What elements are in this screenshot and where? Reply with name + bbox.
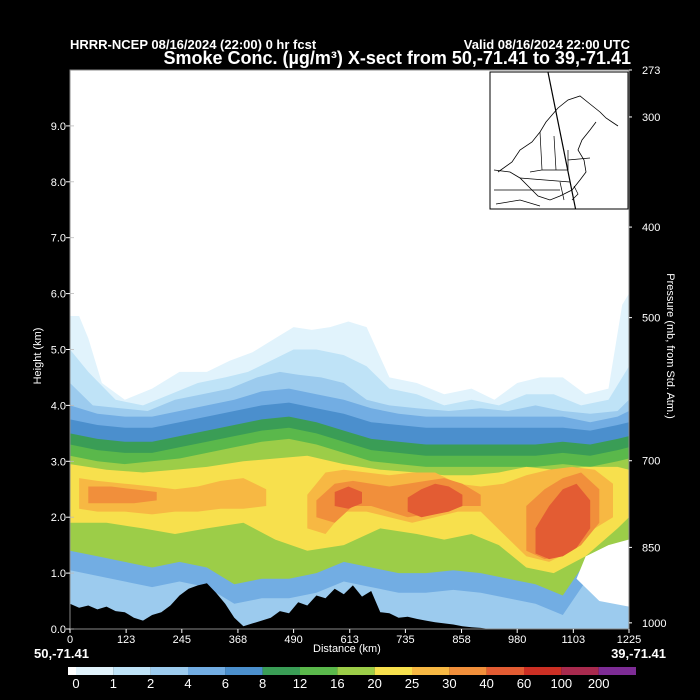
colorbar-swatch [262,667,300,675]
colorbar-level-label: 40 [479,676,493,691]
x-tick-label: 1103 [562,634,586,646]
colorbar-level-label: 12 [293,676,307,691]
y-axis: 0.0 1.0 2.0 3.0 4.0 5.0 6.0 7.0 8.0 9.0 [51,121,74,636]
clean-air-patch [576,539,629,607]
colorbar-level-label: 1 [110,676,117,691]
inset-map [489,71,629,210]
colorbar-swatch [188,667,226,675]
model-run-label: HRRR-NCEP 08/16/2024 (22:00) 0 hr fcst [70,37,317,52]
y-tick-label: 1.0 [51,568,66,580]
pressure-tick-label: 400 [642,222,660,234]
colorbar-swatch [68,667,76,675]
colorbar-level-label: 16 [330,676,344,691]
coastline-path [495,185,579,207]
x-tick-label: 980 [508,634,526,646]
colorbar-swatch [412,667,450,675]
y-tick-label: 0.0 [51,624,66,636]
pressure-tick-label: 300 [642,112,660,124]
y-tick-label: 9.0 [51,121,66,133]
colorbar-swatch [76,667,114,675]
y-tick-label: 4.0 [51,400,66,412]
colorbar-level-label: 0 [72,676,79,691]
x-tick-label: 368 [229,634,247,646]
section-line [547,71,577,210]
terrain [70,583,629,629]
x-tick-label: 245 [173,634,191,646]
smoke-layers [70,293,629,629]
pressure-tick-label: 700 [642,456,660,468]
x-tick-label: 1225 [617,634,641,646]
colorbar-level-label: 4 [184,676,191,691]
smoke-region-60 [535,483,591,560]
colorbar-level-label: 60 [517,676,531,691]
x-tick-label: 0 [67,634,73,646]
colorbar-swatch [300,667,338,675]
x-tick-label: 858 [452,634,470,646]
colorbar-level-label: 2 [147,676,154,691]
x-tick-label: 123 [117,634,135,646]
y-tick-label: 5.0 [51,345,66,357]
colorbar-level-label: 200 [588,676,610,691]
x-axis-label: Distance (km) [313,643,381,655]
colorbar-level-label: 100 [550,676,572,691]
pressure-tick-label: 500 [642,313,660,325]
colorbar-swatch [524,667,562,675]
pressure-axis-label: Pressure (mb, from Std. Atm.) [664,273,676,419]
y-tick-label: 2.0 [51,512,66,524]
valid-time-label: Valid 08/16/2024 22:00 UTC [463,37,630,52]
smoke-region-40 [88,486,157,504]
colorbar-swatch [486,667,524,675]
colorbar-swatch [374,667,412,675]
coastline-path [497,95,619,173]
smoke-region-60 [407,483,463,518]
smoke-region-60 [334,486,362,509]
pressure-tick-label: 850 [642,542,660,554]
chart-title: Smoke Conc. (µg/m³) X-sect from 50,-71.4… [163,48,631,68]
colorbar-level-label: 8 [259,676,266,691]
x-tick-label: 613 [341,634,359,646]
colorbar-swatch [598,667,636,675]
x-tick-label: 735 [396,634,414,646]
colorbar-swatch [150,667,188,675]
colorbar-level-label: 20 [367,676,381,691]
y-tick-label: 3.0 [51,456,66,468]
y-tick-label: 8.0 [51,177,66,189]
colorbar-swatch [561,667,599,675]
pressure-axis: 273 300 400 500 700 850 1000 [629,65,666,630]
colorbar-swatch [337,667,375,675]
y-tick-label: 6.0 [51,289,66,301]
smoke-region-30 [79,478,267,515]
colorbar-swatch [113,667,151,675]
colorbar-swatch [449,667,487,675]
start-point-label: 50,-71.41 [34,646,89,661]
x-tick-label: 490 [284,634,302,646]
colorbar-swatch [225,667,263,675]
state-borders-path [494,131,591,201]
colorbar-level-label: 6 [222,676,229,691]
x-axis: 0 123 245 368 490 613 735 858 980 1103 1225 [67,629,641,646]
pressure-tick-label: 273 [642,65,660,77]
y-axis-label: Height (km) [32,327,44,385]
pressure-tick-label: 1000 [642,618,666,630]
colorbar-level-label: 30 [442,676,456,691]
y-tick-label: 7.0 [51,233,66,245]
end-point-label: 39,-71.41 [611,646,666,661]
colorbar: 0 1 2 4 6 8 12 16 20 25 30 40 60 100 200 [68,667,636,691]
colorbar-level-label: 25 [405,676,419,691]
